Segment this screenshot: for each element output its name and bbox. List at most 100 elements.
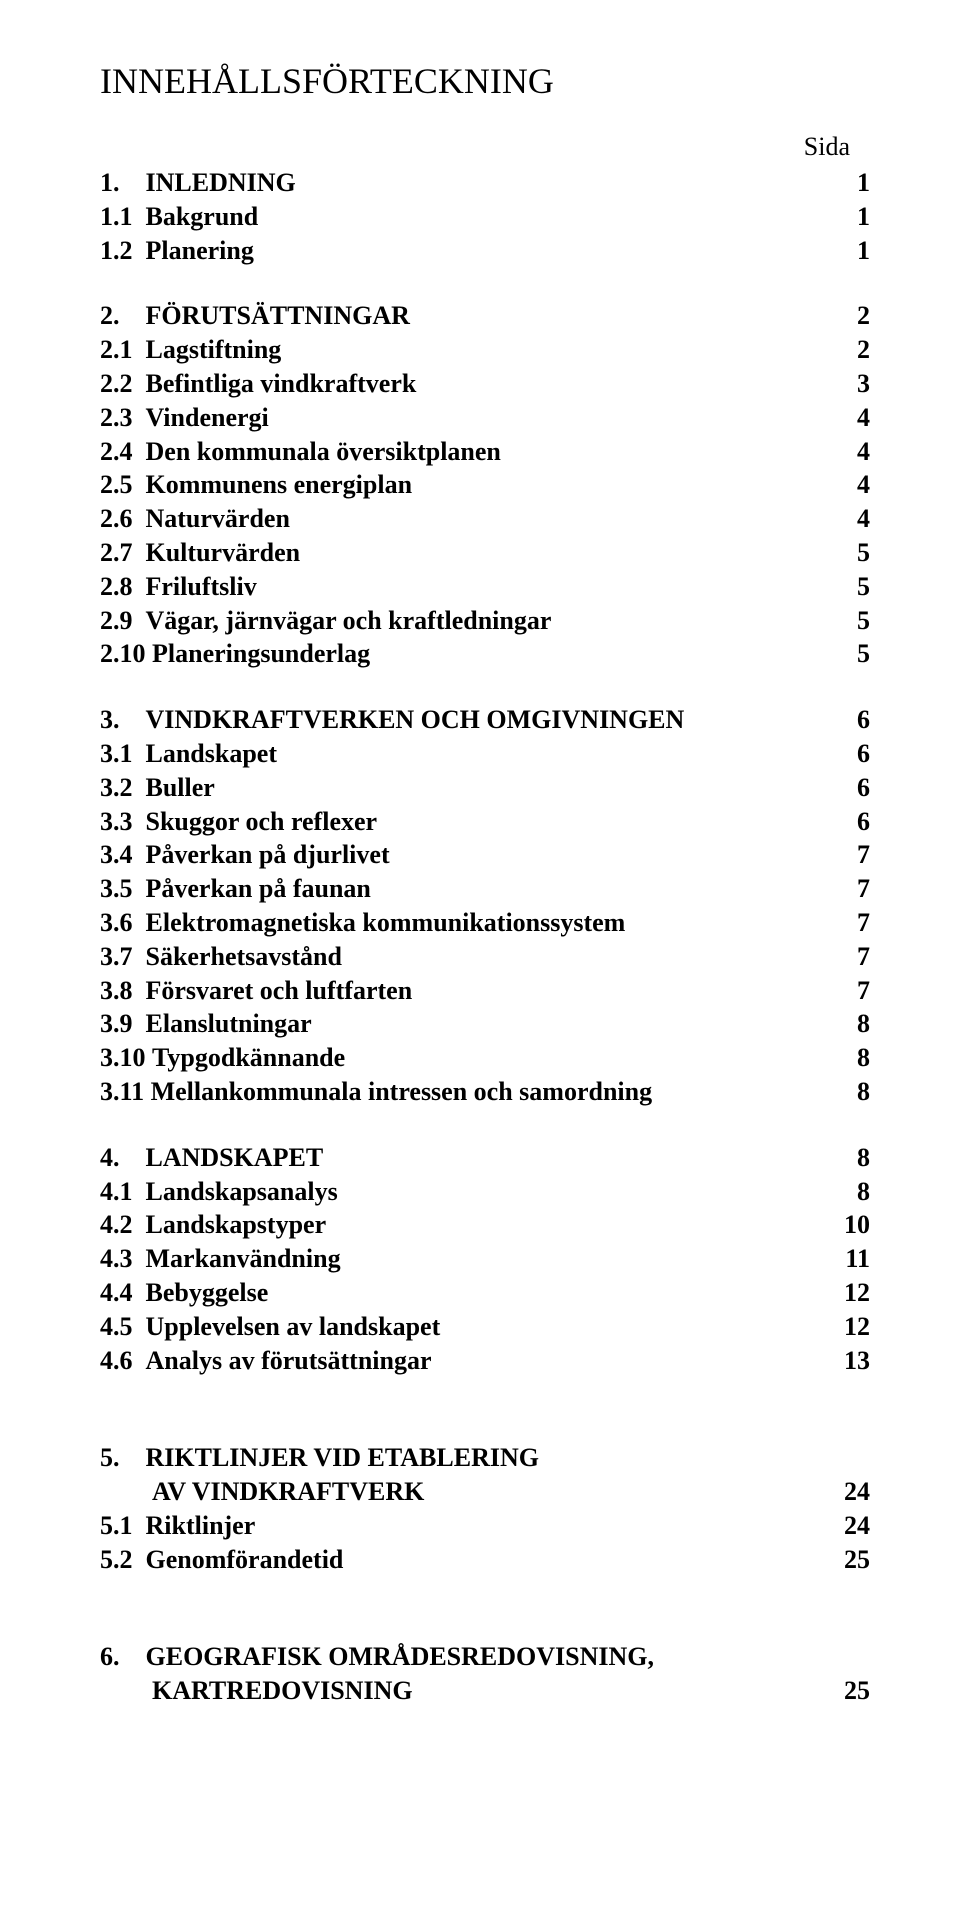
toc-subitem: 2.3 Vindenergi4 [100,401,870,435]
toc-subitem: 3.6 Elektromagnetiska kommunikationssyst… [100,906,870,940]
toc-item-text: KARTREDOVISNING [152,1676,413,1705]
toc-item-label: 5.2 Genomförandetid [100,1543,810,1577]
toc-item-page: 7 [810,974,870,1008]
toc-item-number: 4.6 [100,1346,133,1375]
toc-item-text: INLEDNING [146,168,296,197]
toc-item-number: 3.5 [100,874,133,903]
toc-subitem: 2.2 Befintliga vindkraftverk3 [100,367,870,401]
toc-subitem: 2.8 Friluftsliv5 [100,570,870,604]
toc-item-page: 7 [810,838,870,872]
toc-gap [100,1576,870,1608]
toc-item-label: KARTREDOVISNING [100,1674,810,1708]
toc-item-text: Buller [146,773,215,802]
toc-item-page: 2 [810,333,870,367]
toc-item-text: Säkerhetsavstånd [146,942,342,971]
toc-item-label: 3.8 Försvaret och luftfarten [100,974,810,1008]
toc-item-label: 5.1 Riktlinjer [100,1509,810,1543]
toc-item-page: 13 [810,1344,870,1378]
toc-item-text: Bakgrund [146,202,259,231]
toc-item-text: GEOGRAFISK OMRÅDESREDOVISNING, [146,1642,655,1671]
toc-item-page: 1 [810,234,870,268]
toc-section-head: 6. GEOGRAFISK OMRÅDESREDOVISNING, [100,1640,870,1674]
toc-item-number: 4.1 [100,1177,133,1206]
toc-item-number: 4.3 [100,1244,133,1273]
toc-subitem: 3.9 Elanslutningar8 [100,1007,870,1041]
toc-item-page: 6 [810,805,870,839]
toc-item-number: 6. [100,1642,120,1671]
toc-subitem: 4.5 Upplevelsen av landskapet12 [100,1310,870,1344]
toc-subitem: 3.2 Buller6 [100,771,870,805]
toc-item-label: 4.3 Markanvändning [100,1242,810,1276]
toc-subitem: 4.4 Bebyggelse12 [100,1276,870,1310]
toc-item-text: Landskapstyper [146,1210,327,1239]
toc-item-text: RIKTLINJER VID ETABLERING [146,1443,539,1472]
toc-item-text: Friluftsliv [146,572,257,601]
toc-subitem: 3.8 Försvaret och luftfarten7 [100,974,870,1008]
toc-item-page [810,1640,870,1674]
toc-subitem: 2.5 Kommunens energiplan4 [100,468,870,502]
toc-item-text: Elektromagnetiska kommunikationssystem [146,908,626,937]
toc-item-text: Försvaret och luftfarten [146,976,413,1005]
toc-item-label: 2.1 Lagstiftning [100,333,810,367]
toc-item-text: Påverkan på faunan [146,874,371,903]
toc-gap [100,1608,870,1640]
toc-gap [100,1377,870,1409]
toc-item-page: 4 [810,502,870,536]
toc-item-page: 25 [810,1674,870,1708]
toc-item-label: 2.7 Kulturvärden [100,536,810,570]
toc-item-number: 2.8 [100,572,133,601]
toc-item-label: 5. RIKTLINJER VID ETABLERING [100,1441,810,1475]
toc-item-page: 5 [810,637,870,671]
toc-item-text: Typgodkännande [152,1043,345,1072]
toc-item-number: 2.2 [100,369,133,398]
toc-item-label: 2. FÖRUTSÄTTNINGAR [100,299,810,333]
toc-section-head: 2. FÖRUTSÄTTNINGAR2 [100,299,870,333]
toc-item-label: 3.11 Mellankommunala intressen och samor… [100,1075,810,1109]
toc-item-page: 8 [810,1175,870,1209]
toc-item-number: 2.1 [100,335,133,364]
toc-item-number: 2.4 [100,437,133,466]
toc-item-text: VINDKRAFTVERKEN OCH OMGIVNINGEN [146,705,685,734]
page-title: INNEHÅLLSFÖRTECKNING [100,60,870,102]
toc-subitem: 3.7 Säkerhetsavstånd7 [100,940,870,974]
toc-item-page: 6 [810,737,870,771]
toc-item-page: 11 [810,1242,870,1276]
toc-item-number: 5.1 [100,1511,133,1540]
toc-subitem: 4.6 Analys av förutsättningar 13 [100,1344,870,1378]
toc-item-number: 3.4 [100,840,133,869]
toc-item-label: 2.2 Befintliga vindkraftverk [100,367,810,401]
toc-item-page: 4 [810,401,870,435]
toc-item-number: 2.7 [100,538,133,567]
toc-item-text: Naturvärden [146,504,290,533]
toc-item-text: LANDSKAPET [146,1143,324,1172]
toc-item-number: 4.5 [100,1312,133,1341]
toc-item-label: 3.9 Elanslutningar [100,1007,810,1041]
toc-section-head: 5. RIKTLINJER VID ETABLERING [100,1441,870,1475]
toc-section-head: KARTREDOVISNING 25 [100,1674,870,1708]
toc-item-text: FÖRUTSÄTTNINGAR [146,301,410,330]
toc-item-number: 3.11 [100,1077,144,1106]
toc-subitem: 2.10 Planeringsunderlag5 [100,637,870,671]
toc-item-text: Skuggor och reflexer [146,807,378,836]
toc-item-label: 2.5 Kommunens energiplan [100,468,810,502]
toc-subitem: 5.2 Genomförandetid25 [100,1543,870,1577]
toc-item-number: 2.6 [100,504,133,533]
toc-item-text: Analys av förutsättningar [146,1346,432,1375]
toc-subitem: 3.4 Påverkan på djurlivet7 [100,838,870,872]
toc-section-head: 3. VINDKRAFTVERKEN OCH OMGIVNINGEN6 [100,703,870,737]
toc-item-text: Befintliga vindkraftverk [146,369,417,398]
toc-item-number: 3.3 [100,807,133,836]
toc-item-number: 3.7 [100,942,133,971]
toc-subitem: 1.1 Bakgrund1 [100,200,870,234]
toc-item-number: 1. [100,168,120,197]
toc-item-label: 4. LANDSKAPET [100,1141,810,1175]
toc-item-page: 24 [810,1475,870,1509]
toc-section-head: 4. LANDSKAPET8 [100,1141,870,1175]
toc-subitem: 3.10 Typgodkännande8 [100,1041,870,1075]
toc-item-number: 3.1 [100,739,133,768]
toc-item-number: 2.9 [100,606,133,635]
toc-item-number: 5. [100,1443,120,1472]
toc-item-text: Kommunens energiplan [146,470,413,499]
toc-item-number: 3.2 [100,773,133,802]
toc-item-page: 4 [810,468,870,502]
